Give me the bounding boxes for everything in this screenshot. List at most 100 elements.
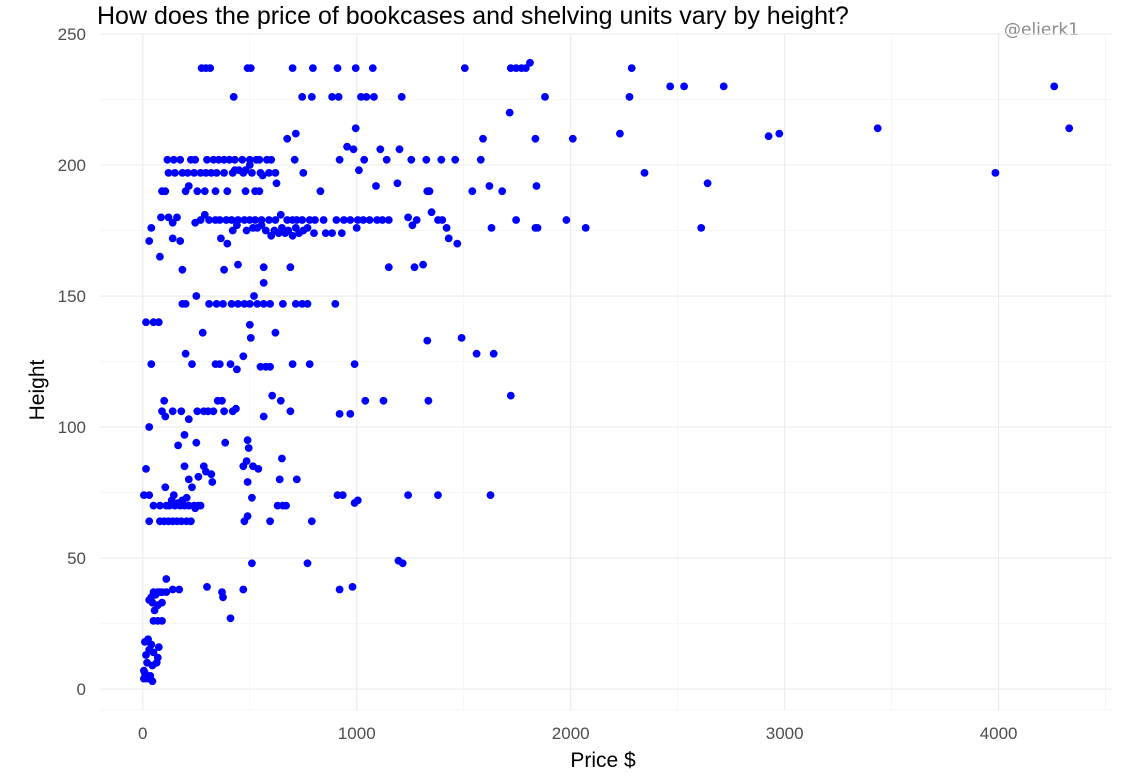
data-point [328,229,336,238]
data-point [257,221,266,230]
data-point [256,169,265,177]
data-point [230,155,239,164]
data-point [158,598,166,607]
data-point [239,585,248,594]
data-point [568,134,577,143]
y-tick-label: 0 [77,680,86,699]
data-point [188,483,196,492]
y-tick-label: 200 [58,156,86,175]
data-point [351,124,360,133]
x-tick-label: 0 [138,724,147,743]
data-point [288,231,297,240]
data-point [408,221,417,230]
data-point [279,300,287,308]
data-point [142,465,150,473]
data-point [147,360,156,368]
data-point [156,588,164,596]
data-point [219,593,227,602]
data-point [161,187,170,196]
data-point [335,585,344,594]
data-point [278,454,286,463]
data-point [276,210,285,219]
data-point [218,396,226,405]
data-point [180,462,189,471]
data-point [229,93,238,101]
data-point [142,651,150,659]
data-point [460,64,469,72]
data-point [276,396,285,405]
data-point [209,407,218,416]
data-point [368,64,377,72]
chart-title: How does the price of bookcases and shel… [97,2,849,30]
data-point [376,145,385,154]
data-point [486,491,495,499]
data-point [226,614,235,623]
data-point [703,179,712,188]
data-point [251,216,259,224]
data-point [472,349,481,358]
data-point [334,93,343,101]
data-point [200,210,209,219]
data-point [506,391,515,400]
data-point [333,64,342,72]
data-point [183,169,192,177]
data-point [215,216,224,224]
data-point [512,64,520,72]
data-point [246,334,255,342]
data-point [190,501,199,510]
data-point [244,444,253,452]
data-point [245,161,254,169]
data-point [259,263,268,272]
data-point [442,224,451,232]
data-point [211,187,220,196]
data-point [398,559,407,568]
data-point [680,82,688,91]
data-point [222,216,231,224]
data-point [532,182,541,190]
data-point [451,155,460,164]
data-point [241,187,250,196]
data-point [192,292,201,300]
data-point [505,108,514,117]
data-point [148,661,157,670]
data-point [225,155,234,164]
data-point [303,300,312,308]
data-point [359,216,368,224]
data-point [233,221,241,230]
data-point [254,465,263,473]
data-point [175,585,184,594]
data-point [468,187,477,196]
data-point [526,58,534,67]
data-point [541,93,549,101]
data-point [404,213,412,222]
data-point [242,457,251,465]
data-point [184,415,193,424]
data-point [196,501,205,510]
data-point [239,352,248,361]
data-point [223,239,232,248]
data-point [1050,82,1059,91]
data-point [305,360,314,368]
data-point [384,263,393,272]
data-point [194,472,203,481]
data-point [150,606,159,615]
data-point [352,224,361,232]
data-point [149,648,158,657]
data-point [346,410,355,418]
data-point [240,300,249,308]
data-point [292,475,301,484]
data-point [180,431,189,439]
data-point [220,169,229,177]
data-point [193,407,202,416]
data-point [453,239,462,248]
data-point [228,226,237,235]
data-point [160,396,169,405]
data-point [165,501,174,510]
data-point [444,234,453,243]
data-point [479,134,487,143]
data-point [228,169,237,177]
data-point [521,64,530,72]
data-point [190,169,199,177]
data-point [147,224,156,232]
